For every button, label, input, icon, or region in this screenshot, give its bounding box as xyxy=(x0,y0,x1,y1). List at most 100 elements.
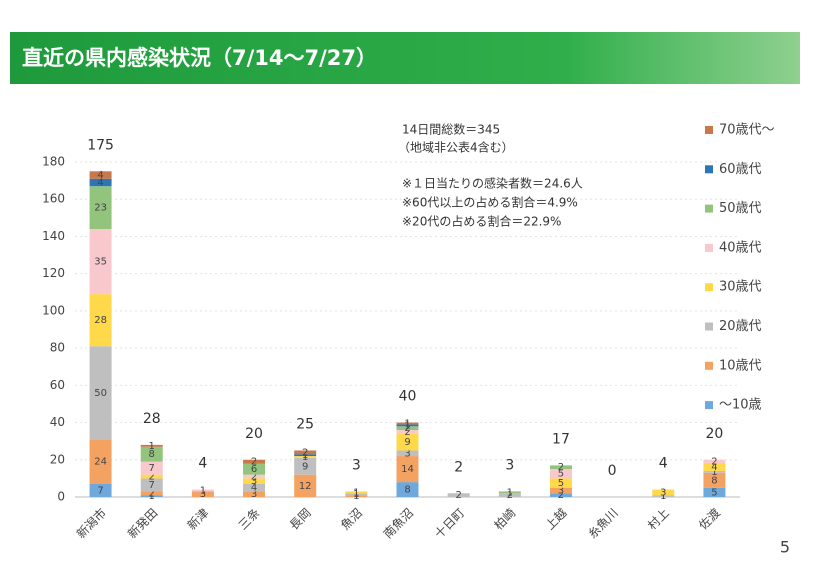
segment-label: 4 xyxy=(711,462,717,473)
banner xyxy=(10,32,800,84)
segment-label: 1 xyxy=(149,441,155,452)
bar-segment xyxy=(243,483,266,492)
segment-label: 1 xyxy=(353,491,359,502)
bar-segment xyxy=(243,459,266,464)
segment-label: 5 xyxy=(711,487,717,498)
segment-label: 24 xyxy=(94,457,107,468)
x-tick-label: 新発田 xyxy=(124,505,160,541)
bar-segment xyxy=(396,426,419,430)
banner-title: 直近の県内感染状況（7/14～7/27） xyxy=(22,46,377,70)
segment-label: 1 xyxy=(711,467,717,478)
bar-segment xyxy=(140,474,163,479)
annotation: （地域非公表4含む） xyxy=(398,140,514,155)
legend-swatch xyxy=(705,165,713,174)
segment-label: 2 xyxy=(404,427,410,438)
segment-label: 2 xyxy=(149,488,155,499)
total-label: 3 xyxy=(352,457,361,473)
segment-label: 7 xyxy=(97,485,103,496)
y-tick-label: 80 xyxy=(50,341,65,355)
bar-segment xyxy=(396,430,419,434)
legend-swatch xyxy=(705,361,713,370)
y-tick-label: 160 xyxy=(42,192,65,206)
total-label: 175 xyxy=(87,137,114,153)
segment-label: 3 xyxy=(558,485,564,496)
legend-label: 70歳代～ xyxy=(719,123,775,138)
segment-label: 2 xyxy=(251,457,257,468)
legend-label: 50歳代 xyxy=(719,201,762,216)
segment-label: 1 xyxy=(404,418,410,429)
bar-segment xyxy=(345,493,368,496)
x-tick-label: 三条 xyxy=(236,506,263,533)
segment-label: 8 xyxy=(711,475,717,486)
legend-swatch xyxy=(705,204,713,213)
bar-segment xyxy=(549,487,572,494)
segment-label: 3 xyxy=(404,448,410,459)
bar-segment xyxy=(140,444,163,447)
x-tick-label: 魚沼 xyxy=(338,506,365,533)
bar-segment xyxy=(89,229,112,295)
annotation: ※20代の占める割合＝22.9% xyxy=(402,214,561,229)
segment-label: 2 xyxy=(455,490,461,501)
segment-label: 3 xyxy=(251,489,257,500)
y-tick-label: 40 xyxy=(50,415,65,429)
segment-label: 1 xyxy=(404,420,410,431)
bar-segment xyxy=(447,493,470,497)
total-label: 40 xyxy=(399,389,417,405)
bar-segment xyxy=(191,489,214,492)
x-tick-label: 上越 xyxy=(543,506,570,533)
bar-segment xyxy=(396,433,419,451)
bar-segment xyxy=(294,450,317,455)
bar-segment xyxy=(89,186,112,229)
bar-segment xyxy=(549,478,572,488)
legend-label: 30歳代 xyxy=(719,280,762,295)
total-label: 28 xyxy=(143,411,161,427)
bar-segment xyxy=(703,459,726,464)
segment-label: 2 xyxy=(404,423,410,434)
total-label: 4 xyxy=(659,456,668,472)
segment-label: 2 xyxy=(711,457,717,468)
bar-segment xyxy=(345,495,368,497)
bar-segment xyxy=(396,450,419,457)
bar-segment xyxy=(396,424,419,427)
y-tick-label: 0 xyxy=(57,490,65,504)
segment-label: 4 xyxy=(97,170,103,181)
segment-label: 1 xyxy=(302,450,308,461)
segment-label: 2 xyxy=(558,490,564,501)
segment-label: 3 xyxy=(660,487,666,498)
segment-label: 8 xyxy=(149,449,155,460)
legend-swatch xyxy=(705,243,713,252)
x-tick-label: 村上 xyxy=(645,506,672,533)
bar-segment xyxy=(140,491,163,496)
bar-segment xyxy=(89,294,112,347)
legend-label: 10歳代 xyxy=(719,358,762,373)
bar-segment xyxy=(703,487,726,497)
total-label: 25 xyxy=(296,416,314,432)
segment-label: 1 xyxy=(149,491,155,502)
segment-label: 1 xyxy=(353,489,359,500)
x-tick-label: 十日町 xyxy=(432,506,467,541)
segment-label: 35 xyxy=(94,257,107,268)
total-label: 3 xyxy=(505,457,514,473)
bar-segment xyxy=(89,439,112,484)
bar-segment xyxy=(549,469,572,479)
page-number: 5 xyxy=(780,538,790,557)
x-tick-label: 柏崎 xyxy=(491,505,519,533)
bar-segment xyxy=(498,493,521,497)
annotation: 14日間総数＝345 xyxy=(402,122,500,137)
segment-label: 4 xyxy=(251,483,257,494)
segment-label: 9 xyxy=(404,437,410,448)
bar-segment xyxy=(498,491,521,494)
total-label: 0 xyxy=(608,463,617,479)
segment-label: 3 xyxy=(200,489,206,500)
segment-label: 50 xyxy=(94,388,107,399)
bar-segment xyxy=(549,493,572,497)
bar-segment xyxy=(396,422,419,425)
legend-swatch xyxy=(705,126,713,134)
bar-segment xyxy=(703,472,726,488)
segment-label: 14 xyxy=(401,464,414,475)
bar-segment xyxy=(89,171,112,179)
bar-segment xyxy=(243,491,266,497)
bar-segment xyxy=(652,495,675,497)
bar-segment xyxy=(243,478,266,484)
